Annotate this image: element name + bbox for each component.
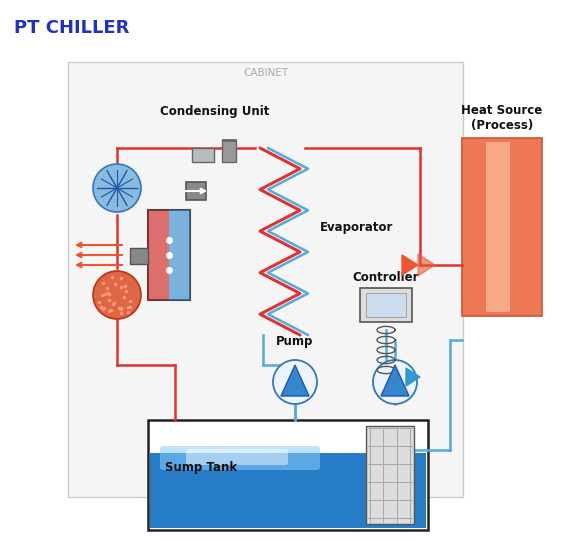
- Text: Heat Source
(Process): Heat Source (Process): [461, 104, 543, 132]
- FancyBboxPatch shape: [366, 426, 414, 524]
- Polygon shape: [402, 255, 418, 275]
- FancyBboxPatch shape: [360, 288, 412, 322]
- FancyBboxPatch shape: [150, 453, 426, 528]
- Text: Pump: Pump: [276, 335, 314, 348]
- FancyBboxPatch shape: [186, 449, 288, 465]
- FancyBboxPatch shape: [148, 210, 190, 300]
- FancyBboxPatch shape: [68, 62, 463, 497]
- FancyBboxPatch shape: [192, 148, 214, 162]
- Circle shape: [373, 360, 417, 404]
- FancyBboxPatch shape: [148, 420, 428, 530]
- FancyBboxPatch shape: [462, 138, 542, 316]
- Circle shape: [93, 164, 141, 212]
- Text: PT CHILLER: PT CHILLER: [14, 19, 130, 37]
- Polygon shape: [381, 365, 409, 396]
- FancyBboxPatch shape: [222, 140, 236, 162]
- Text: Sump Tank: Sump Tank: [165, 461, 237, 475]
- FancyBboxPatch shape: [486, 142, 510, 312]
- Text: Evaporator: Evaporator: [320, 221, 393, 235]
- Polygon shape: [281, 365, 309, 396]
- Text: Controller: Controller: [353, 271, 419, 284]
- FancyBboxPatch shape: [169, 210, 190, 300]
- Polygon shape: [406, 368, 420, 386]
- FancyBboxPatch shape: [160, 446, 320, 470]
- Text: Condensing Unit: Condensing Unit: [160, 105, 270, 119]
- FancyBboxPatch shape: [130, 248, 148, 264]
- Circle shape: [273, 360, 317, 404]
- FancyBboxPatch shape: [186, 182, 206, 200]
- FancyBboxPatch shape: [366, 293, 406, 317]
- FancyBboxPatch shape: [148, 210, 169, 300]
- Polygon shape: [418, 254, 435, 276]
- Text: CABINET: CABINET: [243, 68, 288, 78]
- Circle shape: [93, 271, 141, 319]
